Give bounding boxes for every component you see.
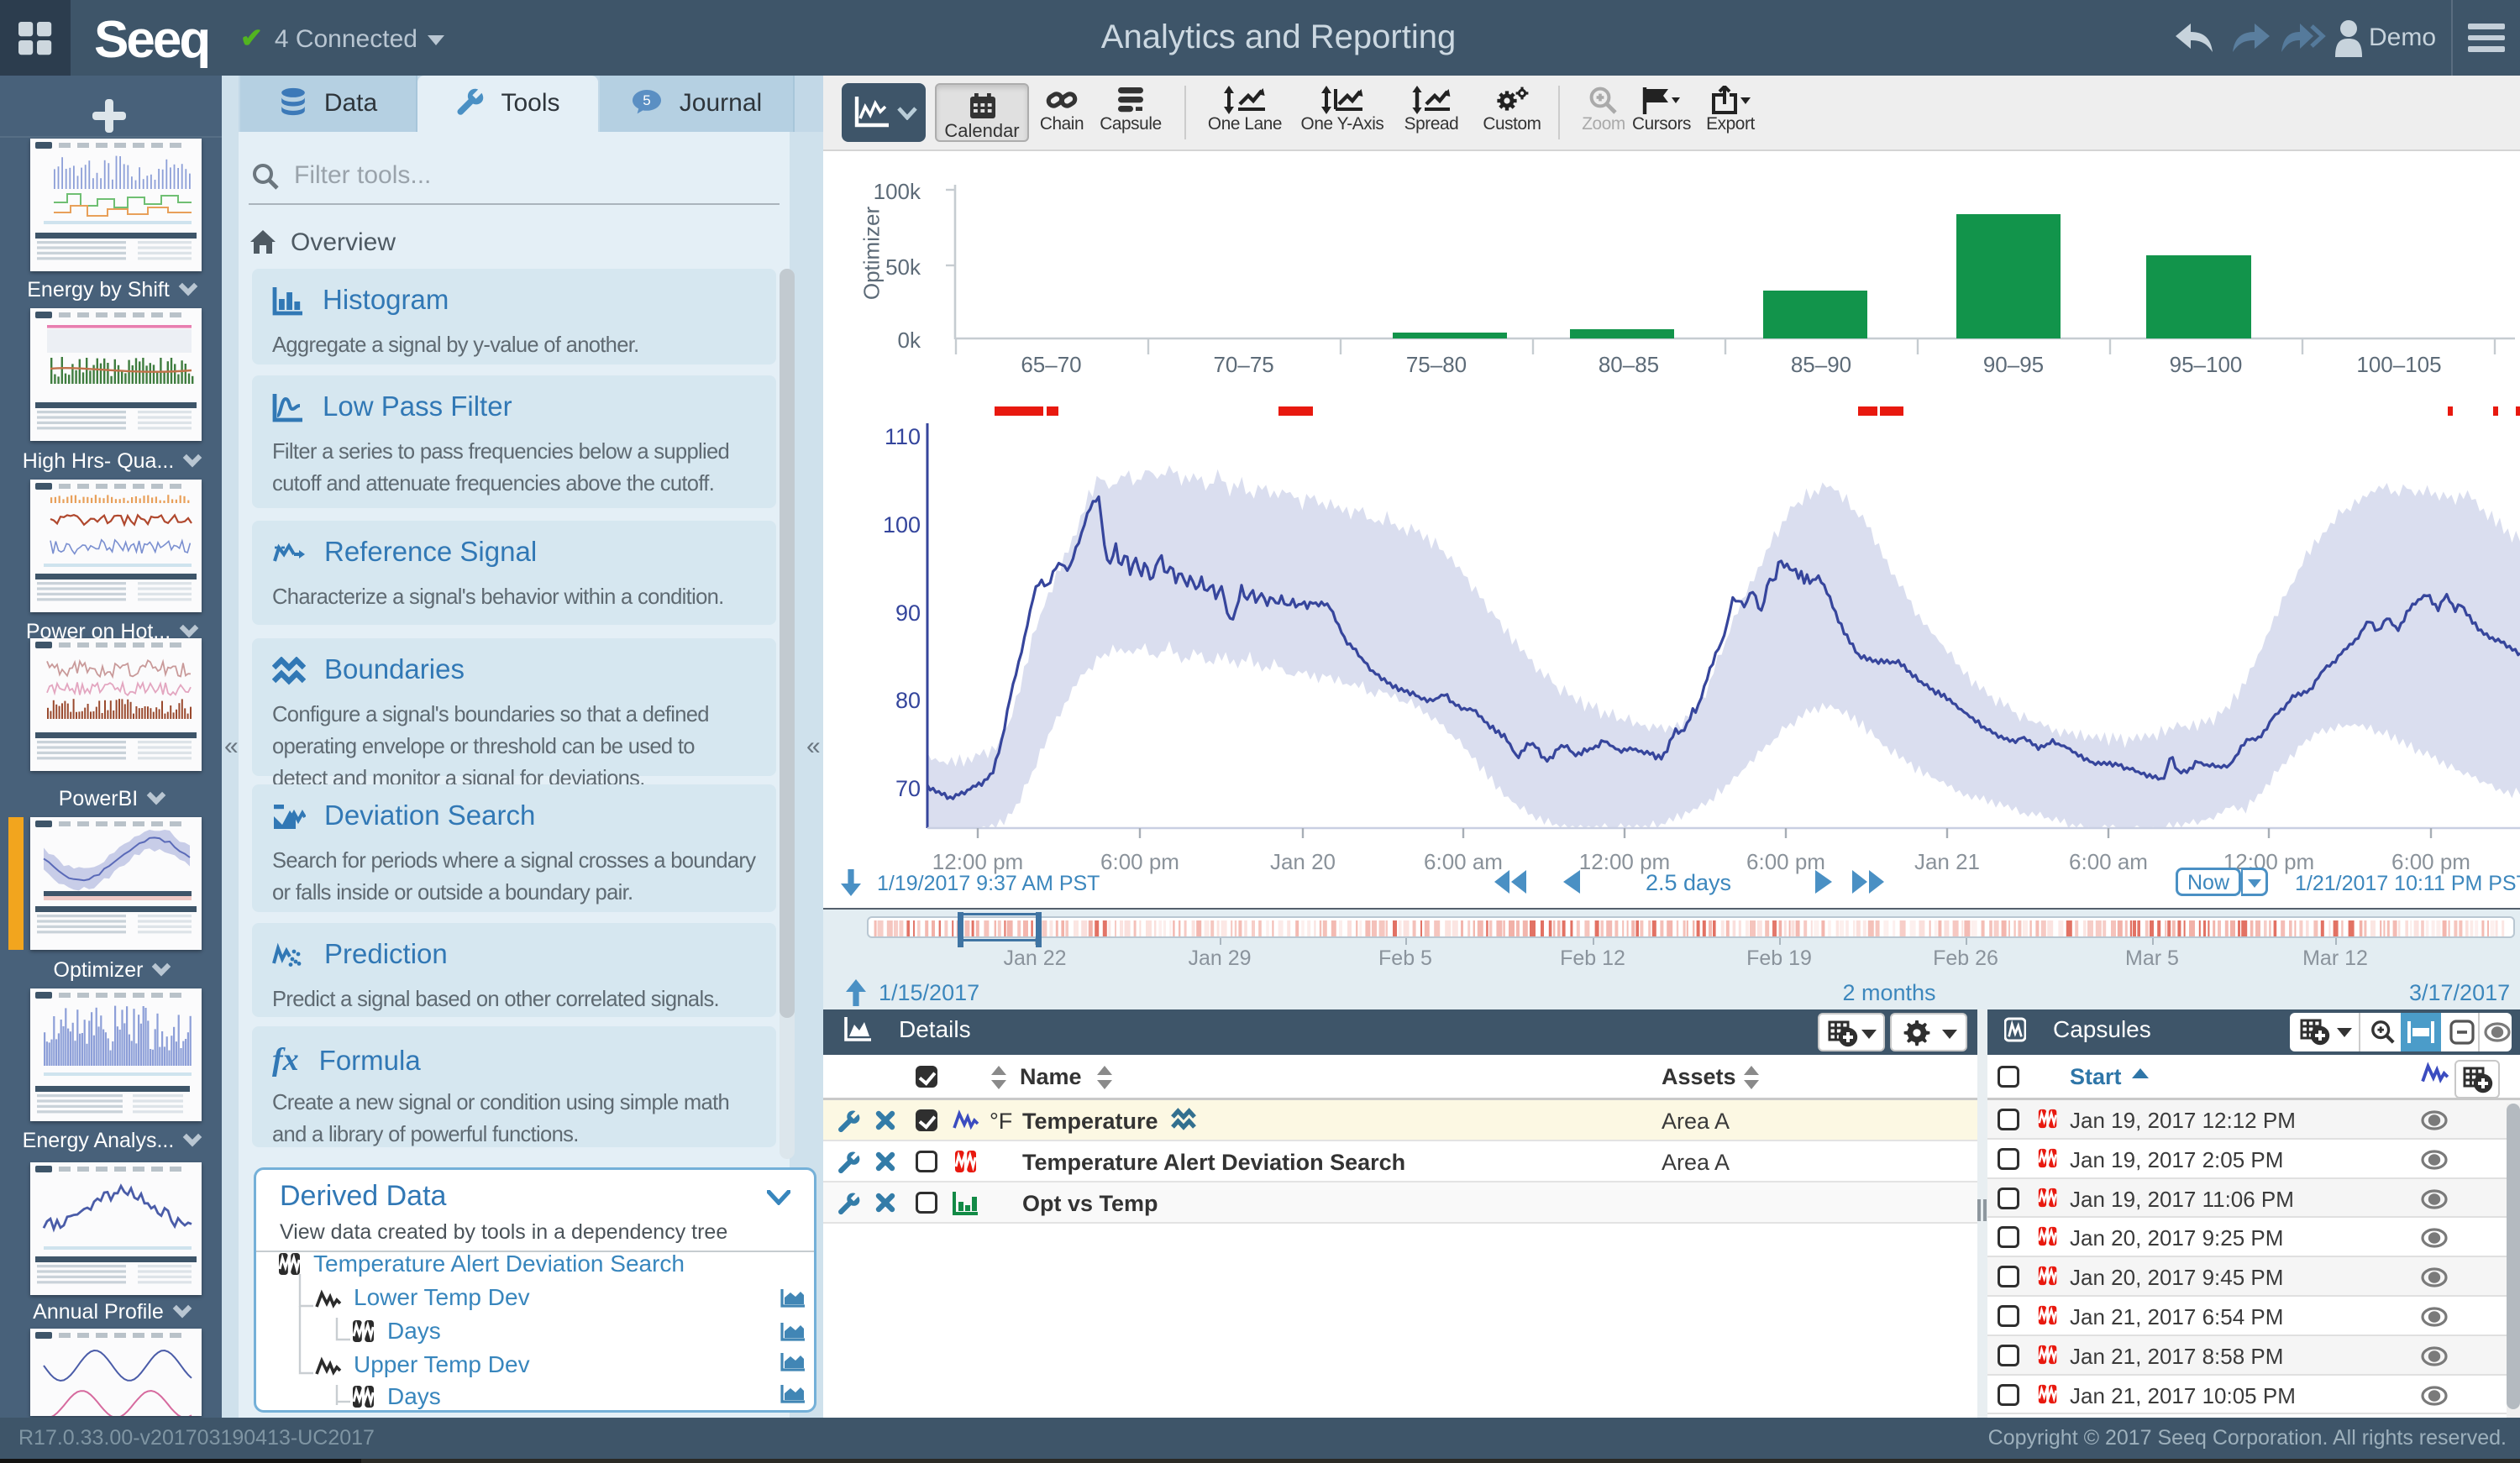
svg-text:5: 5 bbox=[643, 92, 650, 108]
